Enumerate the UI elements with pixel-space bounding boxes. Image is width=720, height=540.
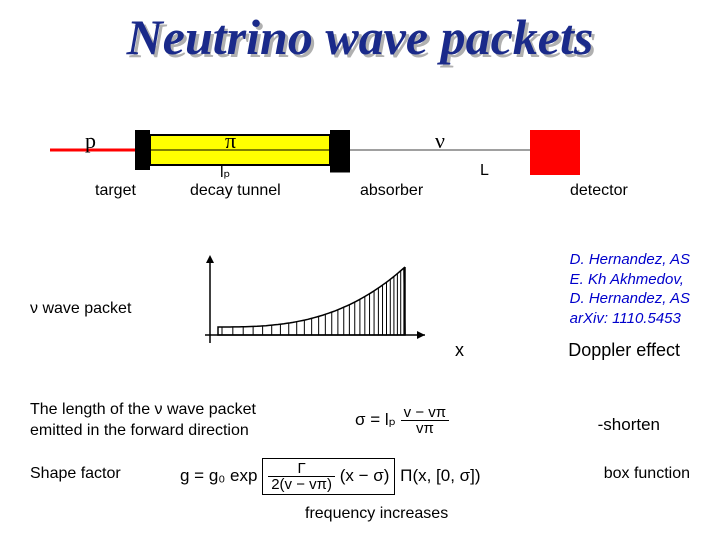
doppler-effect-label: Doppler effect [568,340,680,361]
lp-label: lₚ [220,162,230,182]
length-line-2: emitted in the forward direction [30,421,256,442]
sigma-den: vπ [401,421,449,436]
citation-block: D. Hernandez, AS E. Kh Akhmedov, D. Hern… [570,250,690,328]
exp-arg-box: Γ 2(v − vπ) (x − σ) [262,458,395,495]
g-pi-part: Π(x, [0, σ]) [400,466,480,485]
shape-factor-label: Shape factor [30,465,121,483]
tunnel-label: decay tunnel [190,182,281,200]
neutrino-label: ν [435,128,445,154]
g-lhs: g = g₀ exp [180,466,257,485]
target-label: target [95,182,136,200]
length-line-1: The length of the ν wave packet [30,400,256,421]
x-axis-label: x [455,340,464,361]
length-description: The length of the ν wave packet emitted … [30,400,256,442]
pion-label: π [225,128,236,154]
wave-packet-plot [200,255,440,350]
proton-label: p [85,128,96,154]
wave-packet-label: ν wave packet [30,300,131,318]
g-den: 2(v − vπ) [268,477,335,492]
g-num: Γ [268,461,335,477]
slide-title: Neutrino wave packets [0,0,720,66]
g-fraction: Γ 2(v − vπ) [268,461,335,492]
frequency-label: frequency increases [305,505,448,523]
citation-line: D. Hernandez, AS [570,250,690,270]
sigma-lhs: σ = lₚ [355,410,396,429]
box-function-label: box function [604,465,690,483]
g-middle: (x − σ) [340,466,390,485]
g-formula: g = g₀ exp Γ 2(v − vπ) (x − σ) Π(x, [0, … [180,458,481,495]
L-label: L [480,162,489,180]
sigma-fraction: v − vπ vπ [401,405,449,436]
citation-line: arXiv: 1110.5453 [570,309,690,329]
shorten-label: -shorten [598,415,660,435]
sigma-num: v − vπ [401,405,449,421]
sigma-formula: σ = lₚ v − vπ vπ [355,405,449,436]
citation-line: D. Hernandez, AS [570,289,690,309]
citation-line: E. Kh Akhmedov, [570,270,690,290]
beam-line-diagram: p π ν lₚ L target decay tunnel absorber … [40,130,680,210]
absorber-label: absorber [360,182,423,200]
detector-label: detector [570,182,628,200]
